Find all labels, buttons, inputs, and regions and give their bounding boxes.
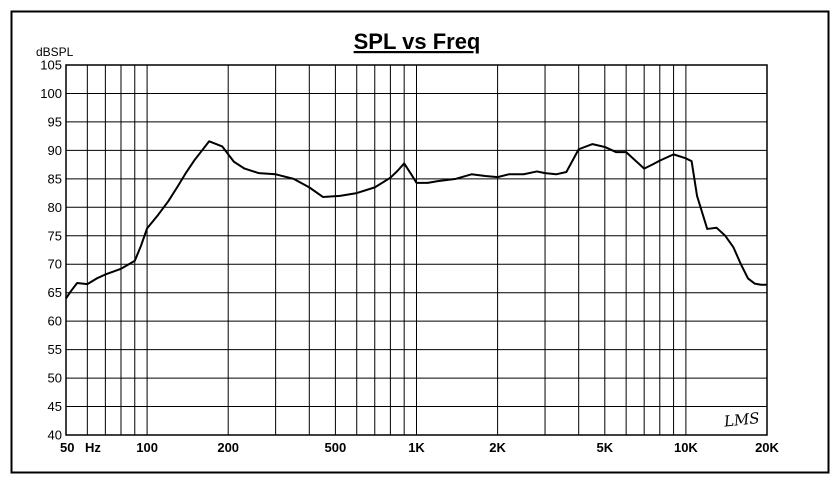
x-tick-label: 5K — [596, 440, 613, 455]
y-tick-label: 100 — [40, 86, 62, 101]
series-layer — [65, 140, 767, 299]
x-tick-labels: 50 100 200 500 1K 2K 5K 10K 20K — [60, 440, 780, 455]
lms-watermark: LMS — [722, 409, 760, 431]
outer-frame — [10, 10, 830, 474]
y-tick-label: 50 — [48, 371, 62, 386]
y-tick-label: 90 — [48, 143, 62, 158]
x-tick-label: 1K — [408, 440, 425, 455]
spl-series-line — [65, 140, 767, 299]
y-tick-label: 55 — [48, 342, 62, 357]
y-tick-label: 85 — [48, 171, 62, 186]
y-tick-label: 80 — [48, 200, 62, 215]
plot-area-border — [65, 64, 768, 436]
x-tick-label: 100 — [136, 440, 158, 455]
y-tick-label: 60 — [48, 314, 62, 329]
y-tick-label: 70 — [48, 257, 62, 272]
y-axis-label: dBSPL — [36, 45, 74, 59]
x-tick-label: 2K — [489, 440, 506, 455]
x-tick-label: 10K — [674, 440, 698, 455]
grid-layer — [66, 65, 767, 435]
x-tick-label: 500 — [325, 440, 347, 455]
y-tick-label: 75 — [48, 228, 62, 243]
y-tick-label: 105 — [40, 58, 62, 73]
y-tick-label: 40 — [48, 428, 62, 443]
y-tick-label: 65 — [48, 285, 62, 300]
chart-title: SPL vs Freq — [354, 29, 481, 54]
x-tick-label: 50 — [60, 440, 74, 455]
y-tick-label: 45 — [48, 399, 62, 414]
x-tick-label: 200 — [217, 440, 239, 455]
x-unit-label: Hz — [85, 440, 101, 455]
y-tick-labels: 40 45 50 55 60 65 70 75 80 85 90 95 100 105 — [40, 58, 62, 443]
y-tick-label: 95 — [48, 114, 62, 129]
x-tick-label: 20K — [755, 440, 779, 455]
